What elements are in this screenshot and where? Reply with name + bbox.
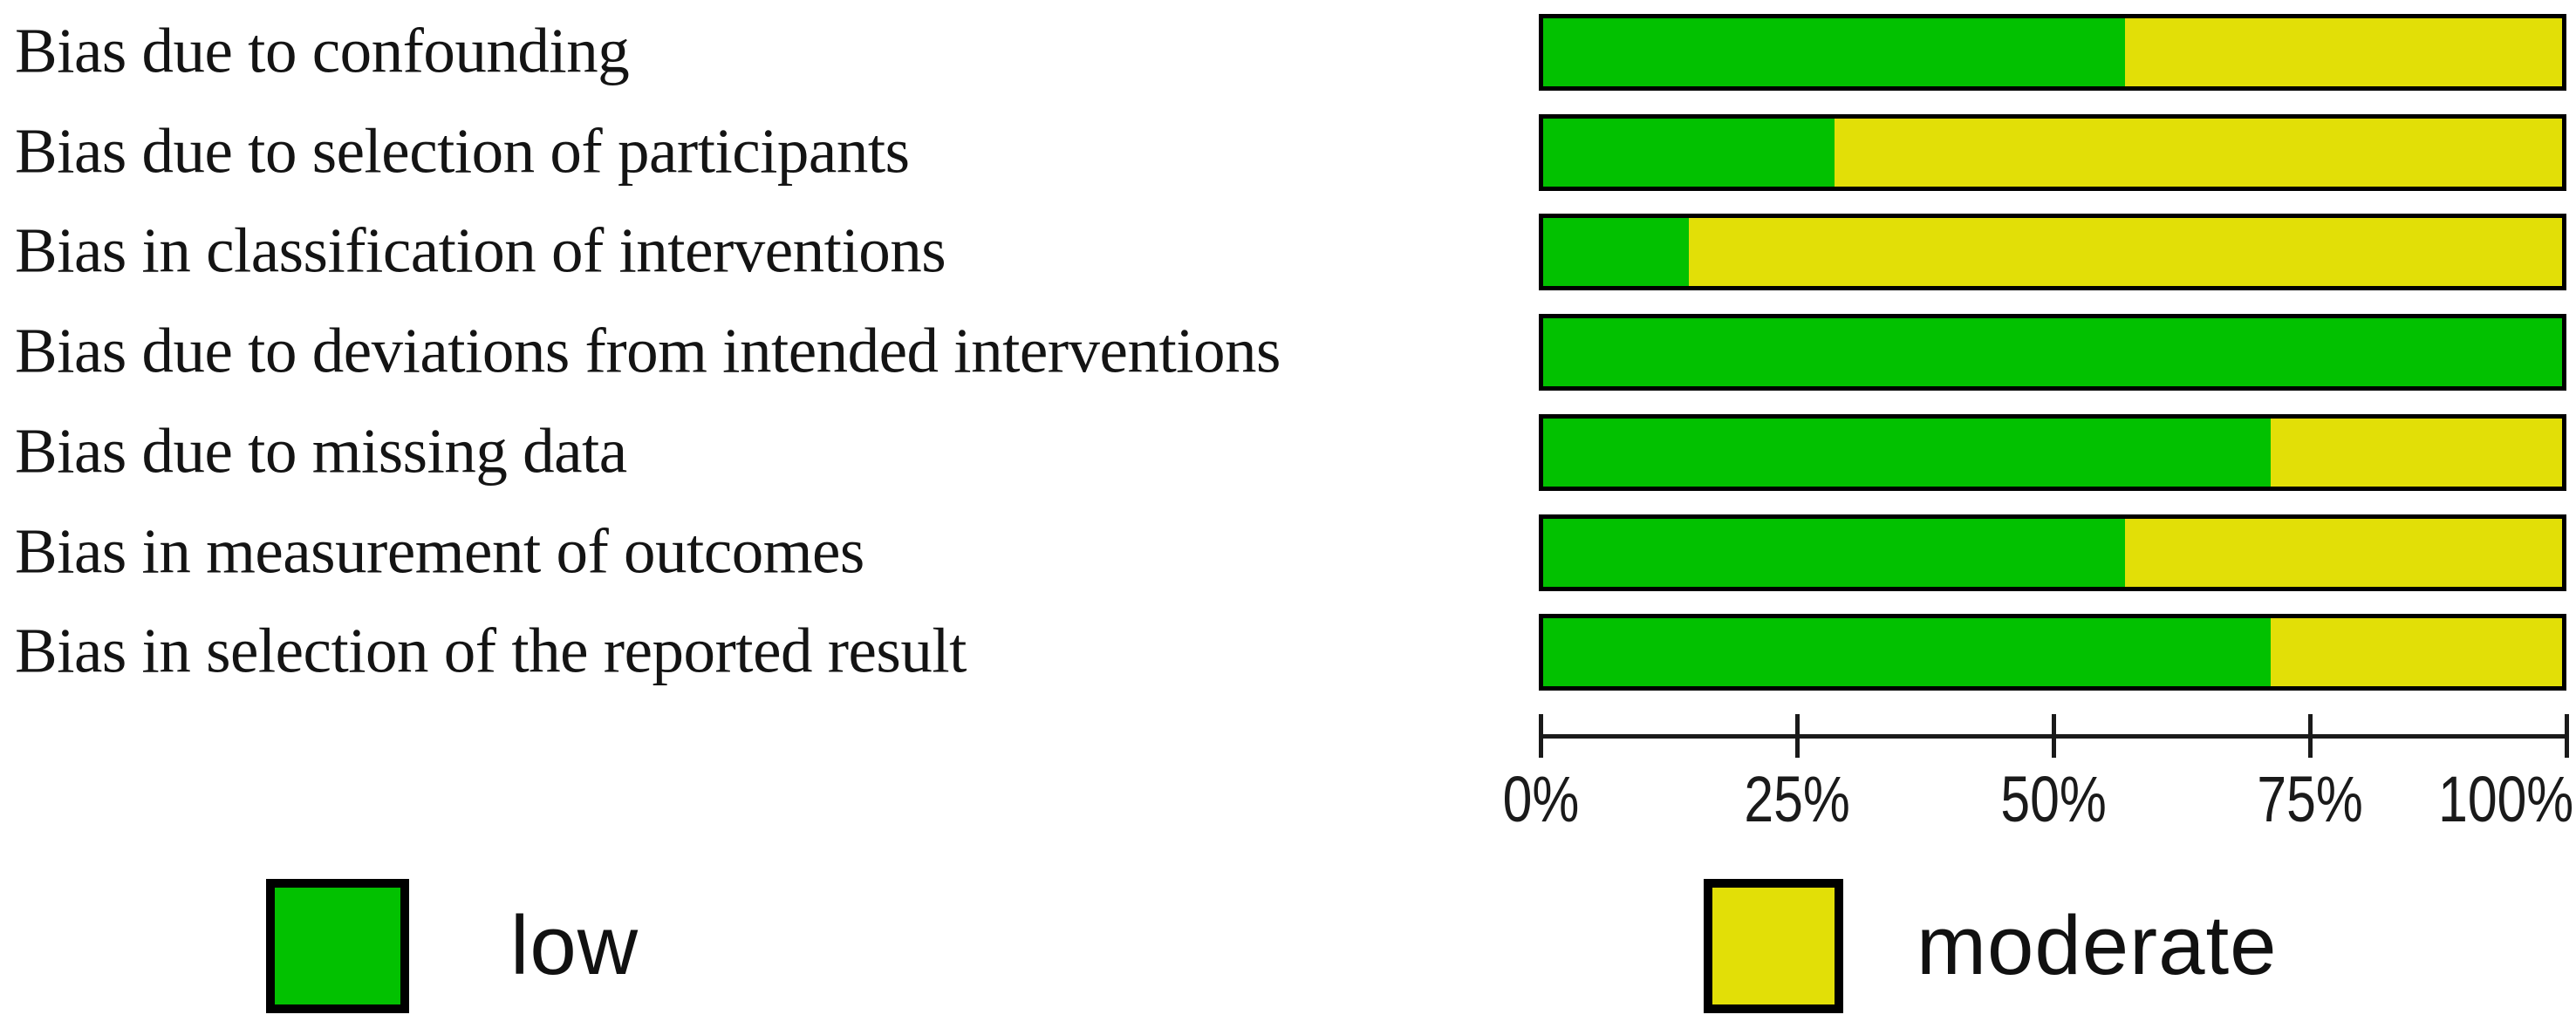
category-label: Bias due to confounding	[15, 15, 630, 86]
category-label: Bias due to selection of participants	[15, 115, 910, 187]
x-axis-tick-mark	[2308, 714, 2313, 758]
bar-row	[1539, 114, 2566, 191]
bar-segment-low	[1543, 119, 1835, 187]
legend-item-moderate: moderate	[1704, 879, 2278, 1013]
bar-segment-moderate	[1689, 218, 2562, 286]
x-axis-tick-mark	[2052, 714, 2056, 758]
bar-segment-low	[1543, 618, 2271, 686]
category-label: Bias due to deviations from intended int…	[15, 315, 1281, 386]
bar-segment-low	[1543, 519, 2125, 587]
category-label: Bias in selection of the reported result	[15, 615, 967, 686]
x-axis-tick-mark	[2565, 714, 2569, 758]
x-axis-tick-label: 0%	[1502, 763, 1579, 835]
bar-row	[1539, 14, 2566, 91]
bar-segment-moderate	[2270, 618, 2562, 686]
x-axis-tick-label: 75%	[2257, 763, 2363, 835]
category-label: Bias in measurement of outcomes	[15, 515, 864, 587]
x-axis-tick-label: 25%	[1744, 763, 1850, 835]
x-axis-tick-mark	[1539, 714, 1543, 758]
bar-segment-moderate	[2124, 519, 2562, 587]
bar-segment-low	[1543, 18, 2125, 86]
bar-row	[1539, 614, 2566, 691]
legend-swatch-low-icon	[266, 879, 409, 1013]
bar-row	[1539, 314, 2566, 391]
category-label: Bias in classification of interventions	[15, 214, 946, 286]
x-axis-tick-label: 50%	[2000, 763, 2107, 835]
bar-segment-moderate	[2270, 419, 2562, 487]
bar-segment-low	[1543, 218, 1690, 286]
bar-row	[1539, 214, 2566, 290]
legend-swatch-moderate-icon	[1704, 879, 1843, 1013]
bar-segment-low	[1543, 318, 2562, 386]
category-label: Bias due to missing data	[15, 415, 627, 487]
x-axis-tick-label: 100%	[2437, 763, 2573, 835]
bar-segment-low	[1543, 419, 2271, 487]
x-axis-tick-mark	[1795, 714, 1800, 758]
legend-label-moderate: moderate	[1917, 899, 2278, 992]
bar-segment-moderate	[1835, 119, 2562, 187]
bar-row	[1539, 414, 2566, 491]
legend-item-low: low	[266, 879, 639, 1013]
legend-label-low: low	[510, 899, 639, 992]
bar-row	[1539, 514, 2566, 591]
bar-segment-moderate	[2124, 18, 2562, 86]
